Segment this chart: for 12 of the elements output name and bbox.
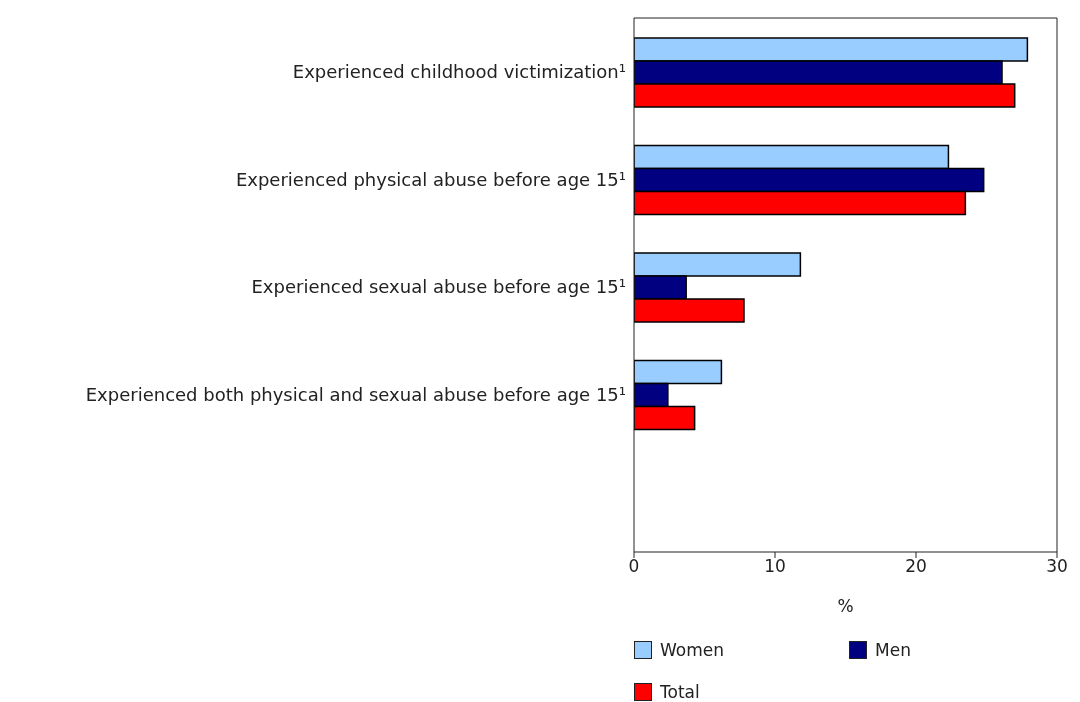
y-tick-label: Experienced physical abuse before age 15¹ bbox=[235, 168, 626, 190]
x-tick-label: 30 bbox=[1046, 556, 1068, 577]
legend-label: Total bbox=[660, 682, 700, 702]
y-tick-label: Experienced childhood victimization¹ bbox=[292, 61, 626, 83]
x-axis-title: % bbox=[837, 596, 854, 616]
x-tick-label: 10 bbox=[764, 556, 786, 577]
y-tick-label: Experienced sexual abuse before age 15¹ bbox=[251, 276, 626, 298]
y-tick-label: Experienced both physical and sexual abuse before age 15¹ bbox=[85, 383, 626, 405]
x-tick-label: 20 bbox=[905, 556, 927, 577]
x-tick-label: 0 bbox=[628, 556, 640, 577]
legend-label: Men bbox=[875, 640, 911, 660]
legend-label: Women bbox=[660, 640, 725, 660]
